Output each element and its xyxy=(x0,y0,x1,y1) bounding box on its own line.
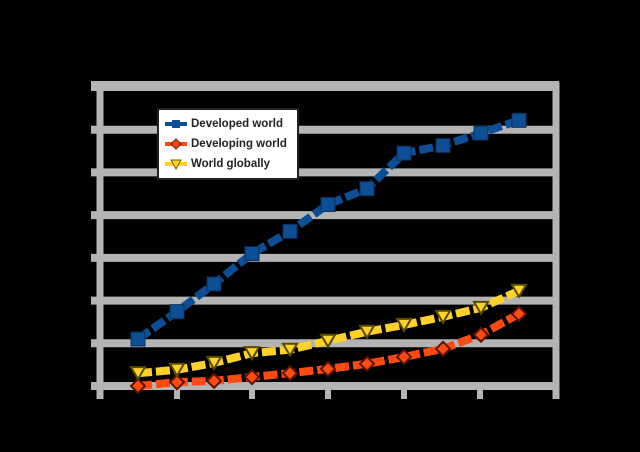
diamond-marker xyxy=(319,360,337,378)
diamond-marker xyxy=(472,326,490,344)
legend: Developed world Developing world World g… xyxy=(157,108,299,180)
diamond-marker xyxy=(129,377,147,395)
triangle-marker xyxy=(395,317,413,333)
diamond-marker xyxy=(510,305,528,323)
square-marker xyxy=(282,223,298,239)
square-marker xyxy=(244,246,260,262)
square-marker xyxy=(511,112,527,128)
triangle-marker xyxy=(472,300,490,316)
square-marker xyxy=(396,145,412,161)
legend-label: World globally xyxy=(191,158,271,170)
diamond-marker xyxy=(205,372,223,390)
diamond-marker xyxy=(395,348,413,366)
series-line xyxy=(135,116,521,343)
legend-item-world-globally: World globally xyxy=(165,154,291,174)
square-marker xyxy=(473,125,489,141)
diamond-marker xyxy=(243,368,261,386)
square-marker xyxy=(320,196,336,212)
triangle-marker-icon xyxy=(165,159,187,170)
triangle-marker xyxy=(358,324,376,340)
square-marker xyxy=(435,138,451,154)
square-marker xyxy=(130,331,146,347)
diamond-marker xyxy=(434,340,452,358)
square-marker xyxy=(169,304,185,320)
triangle-marker xyxy=(319,333,337,349)
diamond-marker xyxy=(168,373,186,391)
legend-item-developing-world: Developing world xyxy=(165,134,291,154)
square-marker xyxy=(206,276,222,292)
axes xyxy=(91,81,560,399)
diamond-marker xyxy=(281,364,299,382)
legend-item-developed-world: Developed world xyxy=(165,114,291,134)
triangle-marker xyxy=(129,366,147,382)
diamond-marker xyxy=(358,355,376,373)
diamond-marker-icon xyxy=(165,138,187,150)
legend-label: Developed world xyxy=(191,118,284,130)
legend-label: Developing world xyxy=(191,138,287,150)
triangle-marker xyxy=(168,362,186,378)
data-series xyxy=(129,112,528,395)
triangle-marker xyxy=(510,283,528,299)
triangle-marker xyxy=(243,346,261,362)
square-marker-icon xyxy=(165,120,187,128)
triangle-marker xyxy=(434,309,452,325)
triangle-marker xyxy=(205,355,223,371)
square-marker xyxy=(359,181,375,197)
triangle-marker xyxy=(281,342,299,358)
